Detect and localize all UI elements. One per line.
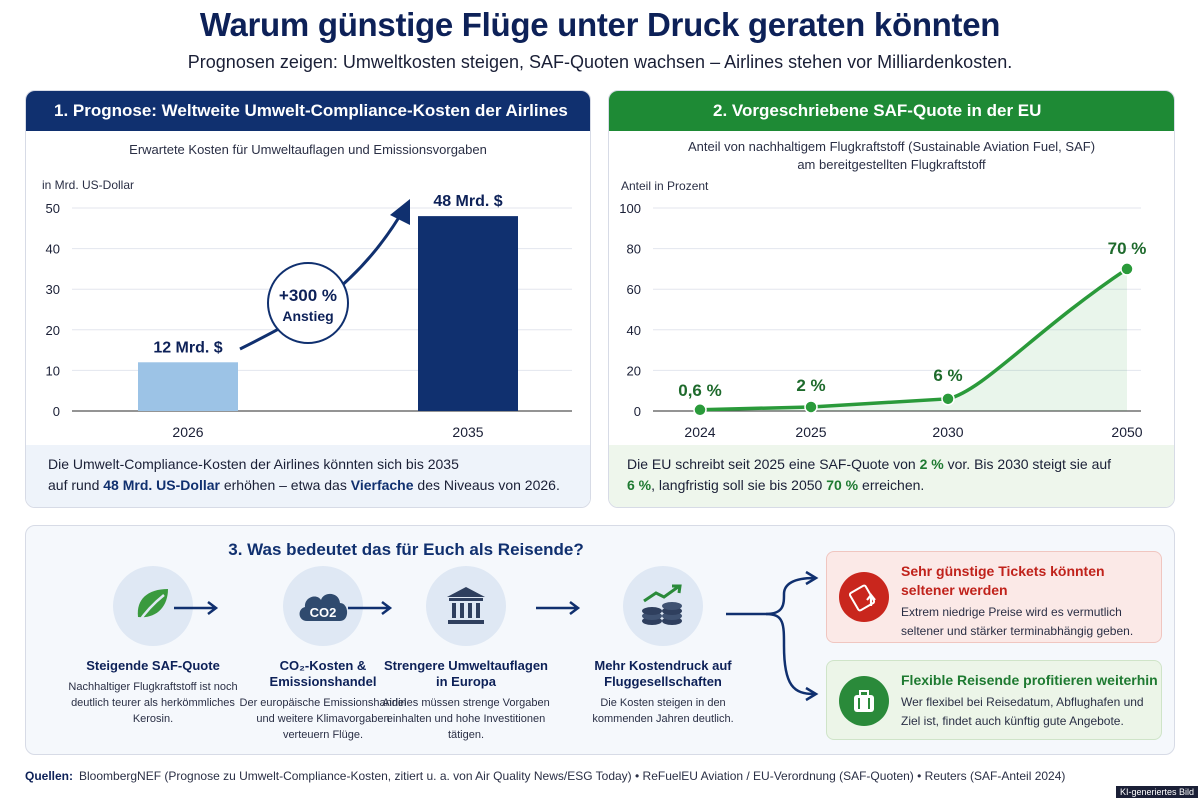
page-subtitle: Prognosen zeigen: Umweltkosten steigen, … <box>187 52 1013 72</box>
y-tick-label: 10 <box>46 363 60 378</box>
chart-title: Anteil von nachhaltigem Flugkraftstoff (… <box>687 139 1096 172</box>
x-tick-label: 2030 <box>932 424 963 440</box>
area-fill <box>700 268 1127 411</box>
y-tick-label: 50 <box>46 201 60 216</box>
growth-badge <box>267 262 349 344</box>
branch-arrow-icon <box>726 570 819 702</box>
svg-text:CO2: CO2 <box>310 605 337 620</box>
growth-badge-value: +300 % <box>279 286 337 305</box>
data-point-2030 <box>941 392 955 406</box>
x-tick-label: 2025 <box>795 424 826 440</box>
bar-2035 <box>418 216 518 411</box>
y-axis-label: in Mrd. US-Dollar <box>42 178 134 192</box>
data-label: 70 % <box>1108 239 1147 258</box>
y-tick-label: 40 <box>627 323 641 338</box>
government-building-icon <box>426 566 506 646</box>
x-tick-label: 2035 <box>452 424 483 440</box>
ticket-up-icon <box>839 572 889 622</box>
y-tick-label: 60 <box>627 282 641 297</box>
footer-line-2: auf rund 48 Mrd. US-Dollar erhöhen – etw… <box>48 477 560 493</box>
data-label: 48 Mrd. $ <box>433 193 502 210</box>
sources-line: Quellen: BloombergNEF (Prognose zu Umwelt… <box>25 769 1066 783</box>
step-regulations: Strengere Umweltauflagen in Europa Airli… <box>381 566 551 743</box>
y-axis-label: Anteil in Prozent <box>621 179 709 193</box>
bar-2026 <box>138 362 238 411</box>
arrow-right-icon <box>348 601 393 615</box>
panel-footer: Die Umwelt-Compliance-Kosten der Airline… <box>26 445 590 507</box>
panel-footer: Die EU schreibt seit 2025 eine SAF-Quote… <box>609 445 1174 507</box>
outcome-cheap-tickets: Sehr günstige Tickets könnten seltener w… <box>826 551 1162 643</box>
data-label: 12 Mrd. $ <box>153 339 222 356</box>
x-tick-label: 2024 <box>684 424 715 440</box>
panel-header: 2. Vorgeschriebene SAF-Quote in der EU <box>609 91 1174 131</box>
data-label: 0,6 % <box>678 381 721 400</box>
y-tick-label: 20 <box>46 323 60 338</box>
y-tick-label: 80 <box>627 242 641 257</box>
y-tick-label: 0 <box>634 404 641 419</box>
step-co2-costs: CO2 CO₂-Kosten & Emissionshandel Der eur… <box>238 566 408 743</box>
growth-badge-label: Anstieg <box>282 308 333 324</box>
section-title: 3. Was bedeutet das für Euch als Reisend… <box>228 540 584 559</box>
footer-line-2: 6 %, langfristig soll sie bis 2050 70 % … <box>627 477 925 493</box>
suitcase-icon <box>839 676 889 726</box>
footer-line-1: Die EU schreibt seit 2025 eine SAF-Quote… <box>627 456 1112 472</box>
traveler-impact-section: 3. Was bedeutet das für Euch als Reisend… <box>25 525 1175 755</box>
cost-forecast-panel: 1. Prognose: Weltweite Umwelt-Compliance… <box>25 90 591 508</box>
x-tick-label: 2026 <box>172 424 203 440</box>
arrow-right-icon <box>174 601 219 615</box>
panel-header: 1. Prognose: Weltweite Umwelt-Compliance… <box>26 91 590 131</box>
co2-cloud-icon: CO2 <box>283 566 363 646</box>
y-tick-label: 100 <box>619 201 641 216</box>
growth-arrowhead <box>390 199 410 225</box>
data-point-2024 <box>693 403 707 417</box>
ai-generated-badge: KI-generiertes Bild <box>1115 786 1198 798</box>
step-saf-quota: Steigende SAF-Quote Nachhaltiger Flugkra… <box>68 566 238 727</box>
data-point-2050 <box>1120 262 1134 276</box>
step-cost-pressure: Mehr Kostendruck auf Fluggesellschaften … <box>578 566 748 727</box>
saf-line-chart: Anteil in Prozent 0 20 40 60 80 100 0,6 % 2024 2 … <box>619 179 1147 440</box>
page-title: Warum günstige Flüge unter Druck geraten… <box>199 6 1001 43</box>
data-point-2025 <box>804 400 818 414</box>
x-tick-label: 2050 <box>1111 424 1142 440</box>
y-tick-label: 0 <box>53 404 60 419</box>
cost-bar-chart: in Mrd. US-Dollar 0 10 20 30 40 50 12 Mrd. $ 202… <box>42 178 572 440</box>
data-label: 6 % <box>933 366 962 385</box>
footer-line-1: Die Umwelt-Compliance-Kosten der Airline… <box>48 456 459 472</box>
arrow-right-icon <box>536 601 581 615</box>
outcome-flexible-travelers: Flexible Reisende profitieren weiterhin … <box>826 660 1162 740</box>
leaf-icon <box>113 566 193 646</box>
data-label: 2 % <box>796 376 825 395</box>
saf-quota-panel: 2. Vorgeschriebene SAF-Quote in der EU A… <box>608 90 1175 508</box>
coins-growth-icon <box>623 566 703 646</box>
chart-title: Erwartete Kosten für Umweltauflagen und … <box>129 142 487 157</box>
y-tick-label: 40 <box>46 242 60 257</box>
y-tick-label: 20 <box>627 363 641 378</box>
y-tick-label: 30 <box>46 282 60 297</box>
